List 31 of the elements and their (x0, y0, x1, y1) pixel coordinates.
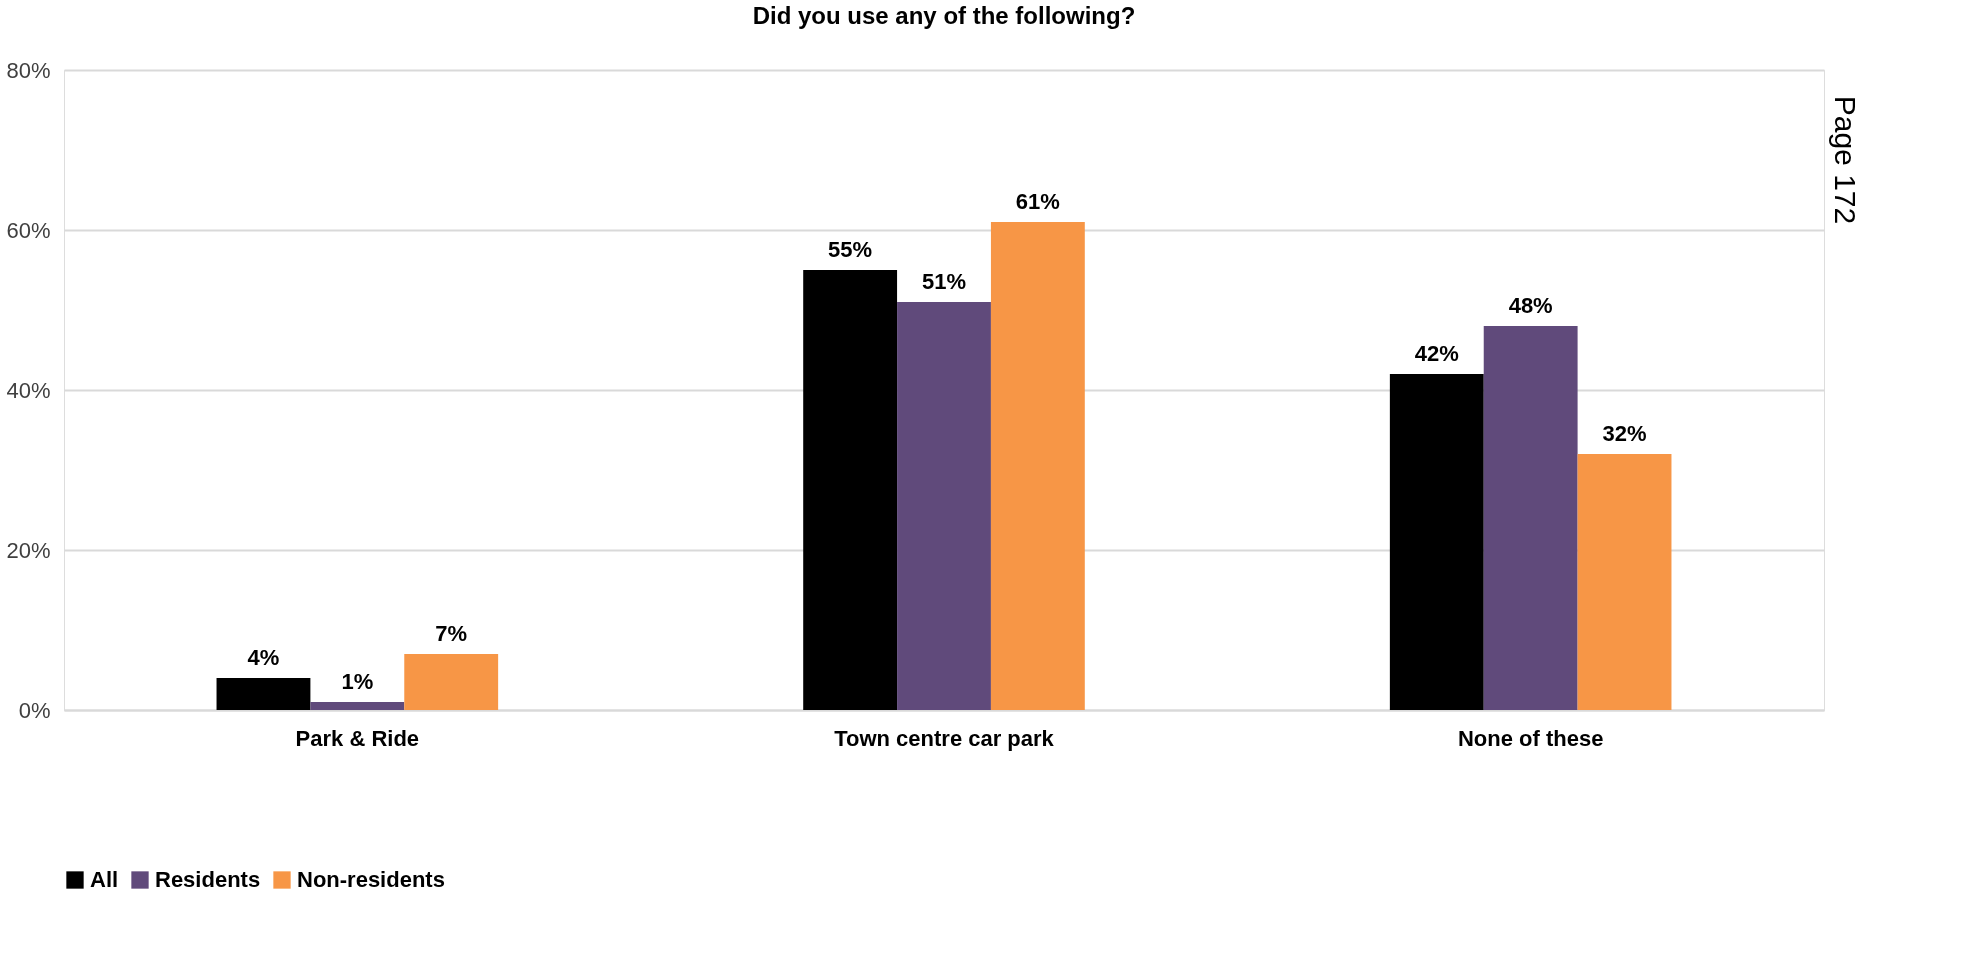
x-tick-label: None of these (1457, 725, 1604, 751)
legend-label: All (90, 867, 119, 892)
data-label: 42% (1414, 341, 1459, 366)
y-tick-label: 0% (18, 697, 51, 723)
bar (404, 654, 499, 710)
data-label: 1% (341, 669, 374, 694)
bar (216, 678, 311, 710)
legend-label: Residents (155, 867, 261, 892)
bar (990, 222, 1085, 710)
bar (803, 270, 898, 710)
bar (310, 702, 405, 710)
data-label: 55% (828, 237, 873, 262)
x-tick-label: Park & Ride (295, 725, 420, 751)
data-label: 61% (1015, 189, 1060, 214)
legend-label: Non-residents (297, 867, 445, 892)
bar (1389, 374, 1484, 710)
y-tick-label: 40% (6, 377, 51, 403)
data-label: 32% (1602, 421, 1647, 446)
x-tick-label: Town centre car park (834, 725, 1055, 751)
bar (1483, 326, 1578, 710)
y-tick-label: 20% (6, 537, 51, 563)
bar (897, 302, 991, 710)
text: Page 172 (1829, 95, 1862, 225)
data-label: 7% (435, 621, 468, 646)
data-label: 4% (247, 645, 280, 670)
data-label: 48% (1508, 293, 1553, 318)
bar (1577, 454, 1672, 710)
y-tick-label: 80% (6, 57, 51, 83)
data-label: 51% (921, 269, 967, 294)
chart-title: Did you use any of the following? (752, 2, 1136, 29)
y-tick-label: 60% (6, 217, 51, 243)
